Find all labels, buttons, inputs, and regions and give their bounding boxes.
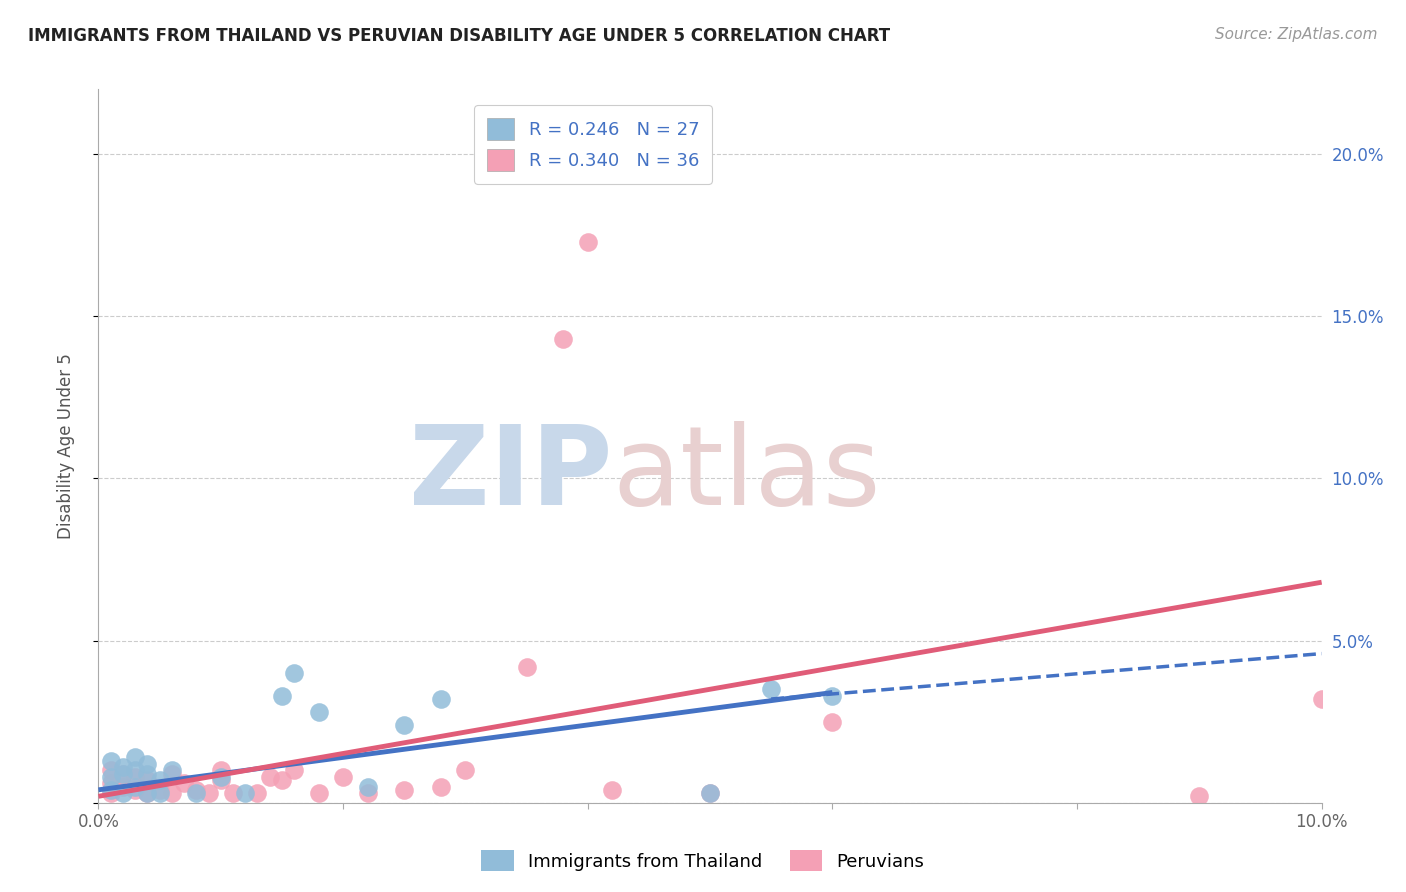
Text: Source: ZipAtlas.com: Source: ZipAtlas.com bbox=[1215, 27, 1378, 42]
Point bbox=[197, 786, 219, 800]
Point bbox=[149, 786, 172, 800]
Point bbox=[600, 782, 623, 797]
Point bbox=[270, 773, 292, 788]
Point bbox=[124, 770, 146, 784]
Point bbox=[308, 786, 330, 800]
Point bbox=[699, 786, 721, 800]
Point bbox=[111, 766, 134, 780]
Point bbox=[124, 750, 146, 764]
Point bbox=[111, 760, 134, 774]
Point bbox=[100, 754, 122, 768]
Point bbox=[136, 766, 159, 780]
Point bbox=[553, 332, 575, 346]
Point bbox=[136, 786, 159, 800]
Point bbox=[186, 782, 208, 797]
Point bbox=[100, 770, 122, 784]
Point bbox=[356, 780, 378, 794]
Point bbox=[111, 766, 134, 780]
Point bbox=[124, 780, 146, 794]
Point bbox=[160, 766, 183, 780]
Point bbox=[576, 235, 599, 249]
Point bbox=[332, 770, 354, 784]
Point bbox=[821, 689, 844, 703]
Point bbox=[222, 786, 245, 800]
Point bbox=[1310, 692, 1333, 706]
Point bbox=[100, 776, 122, 790]
Point bbox=[136, 786, 159, 800]
Text: IMMIGRANTS FROM THAILAND VS PERUVIAN DISABILITY AGE UNDER 5 CORRELATION CHART: IMMIGRANTS FROM THAILAND VS PERUVIAN DIS… bbox=[28, 27, 890, 45]
Point bbox=[699, 786, 721, 800]
Point bbox=[283, 764, 305, 778]
Point bbox=[430, 692, 453, 706]
Point bbox=[111, 786, 134, 800]
Point bbox=[124, 782, 146, 797]
Point bbox=[173, 776, 195, 790]
Point bbox=[149, 782, 172, 797]
Point bbox=[759, 682, 782, 697]
Point bbox=[392, 718, 416, 732]
Point bbox=[100, 786, 122, 800]
Text: atlas: atlas bbox=[612, 421, 880, 528]
Point bbox=[516, 659, 538, 673]
Point bbox=[1188, 789, 1211, 804]
Legend: R = 0.246   N = 27, R = 0.340   N = 36: R = 0.246 N = 27, R = 0.340 N = 36 bbox=[474, 105, 711, 184]
Point bbox=[259, 770, 281, 784]
Point bbox=[136, 756, 159, 771]
Point bbox=[392, 782, 416, 797]
Point bbox=[430, 780, 453, 794]
Point bbox=[149, 773, 172, 788]
Point bbox=[454, 764, 477, 778]
Point bbox=[160, 786, 183, 800]
Point bbox=[209, 773, 232, 788]
Point bbox=[308, 705, 330, 719]
Point bbox=[209, 764, 232, 778]
Point bbox=[160, 764, 183, 778]
Point bbox=[186, 786, 208, 800]
Point bbox=[100, 764, 122, 778]
Y-axis label: Disability Age Under 5: Disability Age Under 5 bbox=[56, 353, 75, 539]
Point bbox=[209, 770, 232, 784]
Point bbox=[136, 773, 159, 788]
Point bbox=[246, 786, 269, 800]
Text: ZIP: ZIP bbox=[409, 421, 612, 528]
Point bbox=[821, 714, 844, 729]
Point bbox=[356, 786, 378, 800]
Point bbox=[124, 764, 146, 778]
Point bbox=[100, 782, 122, 797]
Point bbox=[283, 666, 305, 681]
Point bbox=[111, 780, 134, 794]
Point bbox=[270, 689, 292, 703]
Legend: Immigrants from Thailand, Peruvians: Immigrants from Thailand, Peruvians bbox=[474, 843, 932, 879]
Point bbox=[233, 786, 256, 800]
